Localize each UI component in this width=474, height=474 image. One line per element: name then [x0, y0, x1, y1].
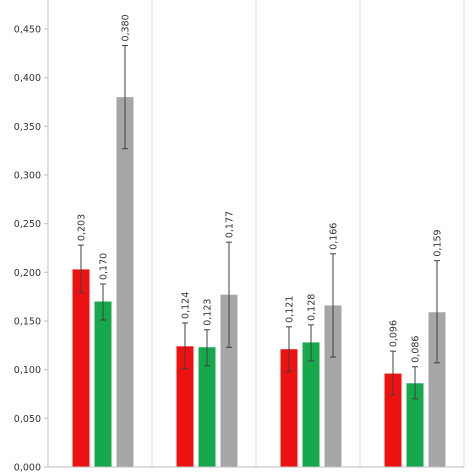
data-label: 0,166 [329, 223, 340, 250]
error-bar [412, 366, 418, 400]
y-tick-label: 0,350 [14, 122, 41, 133]
bar [302, 342, 320, 467]
bar [198, 347, 216, 467]
bar [72, 269, 90, 467]
bars [72, 97, 446, 467]
error-bar [78, 244, 84, 294]
y-tick-label: 0,050 [14, 414, 41, 425]
error-bar [122, 45, 128, 150]
data-label: 0,159 [433, 229, 444, 256]
data-label: 0,203 [77, 214, 88, 241]
data-label: 0,124 [181, 292, 192, 319]
data-label: 0,123 [203, 299, 214, 326]
bar [384, 373, 402, 467]
y-tick-label: 0,150 [14, 317, 41, 328]
bar [324, 305, 342, 467]
error-bar [308, 324, 314, 362]
y-tick-label: 0,250 [14, 219, 41, 230]
error-bar [100, 283, 106, 321]
data-label: 0,177 [225, 211, 236, 238]
error-bar [434, 260, 440, 364]
data-label: 0,128 [307, 294, 318, 321]
bar [220, 294, 238, 467]
error-bar [204, 329, 210, 367]
y-tick-label: 0,300 [14, 171, 41, 182]
y-tick-label: 0,100 [14, 365, 41, 376]
y-axis: 0,000 0,050 0,100 0,150 0,200 0,250 0,300 0,350… [14, 0, 464, 474]
data-label: 0,170 [99, 253, 110, 280]
data-labels: 0,203 0,170 0,380 0,124 0,123 0,177 0,121 0,128… [77, 14, 444, 362]
bar [406, 383, 424, 467]
error-bar [286, 326, 292, 373]
gridlines [151, 0, 465, 467]
bar [428, 312, 446, 467]
bar [116, 97, 134, 467]
error-bar [182, 322, 188, 370]
y-tick-label: 0,450 [14, 25, 41, 36]
data-label: 0,096 [389, 320, 400, 347]
bar [280, 349, 298, 467]
y-tick-label: 0,000 [14, 463, 41, 474]
y-tick-label: 0,200 [14, 268, 41, 279]
error-bar [390, 350, 396, 396]
error-bars [78, 45, 440, 400]
bar [176, 346, 194, 467]
data-label: 0,086 [411, 336, 422, 363]
error-bar [226, 241, 232, 348]
bar [94, 301, 112, 467]
data-label: 0,380 [121, 14, 132, 41]
error-bar [330, 253, 336, 358]
data-label: 0,121 [285, 296, 296, 323]
y-tick-label: 0,400 [14, 73, 41, 84]
